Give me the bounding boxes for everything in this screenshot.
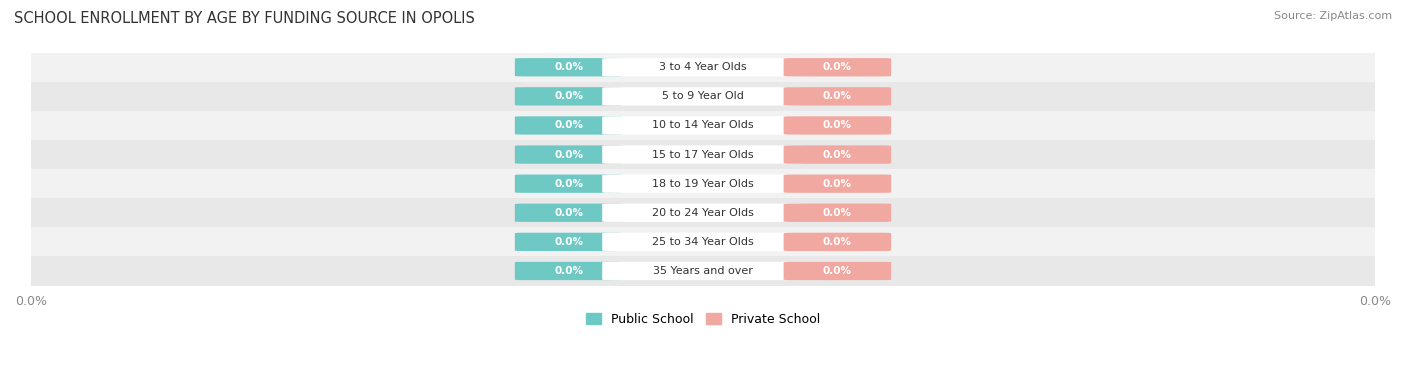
Text: Source: ZipAtlas.com: Source: ZipAtlas.com [1274,11,1392,21]
FancyBboxPatch shape [515,116,623,135]
Text: 10 to 14 Year Olds: 10 to 14 Year Olds [652,121,754,130]
Text: 0.0%: 0.0% [554,208,583,218]
Text: 0.0%: 0.0% [554,237,583,247]
Legend: Public School, Private School: Public School, Private School [581,308,825,331]
Text: 25 to 34 Year Olds: 25 to 34 Year Olds [652,237,754,247]
Text: 0.0%: 0.0% [554,150,583,159]
FancyBboxPatch shape [515,175,623,193]
Text: 0.0%: 0.0% [554,62,583,72]
FancyBboxPatch shape [515,233,623,251]
FancyBboxPatch shape [515,146,623,164]
Bar [31,256,1375,285]
FancyBboxPatch shape [783,233,891,251]
Bar [31,140,1375,169]
Text: 0.0%: 0.0% [823,266,852,276]
Text: 0.0%: 0.0% [823,150,852,159]
FancyBboxPatch shape [602,116,804,135]
FancyBboxPatch shape [783,146,891,164]
FancyBboxPatch shape [602,175,804,193]
FancyBboxPatch shape [515,58,623,77]
Text: 0.0%: 0.0% [554,121,583,130]
Bar [31,82,1375,111]
Text: 18 to 19 Year Olds: 18 to 19 Year Olds [652,179,754,188]
Text: 20 to 24 Year Olds: 20 to 24 Year Olds [652,208,754,218]
Text: 35 Years and over: 35 Years and over [652,266,754,276]
FancyBboxPatch shape [783,87,891,106]
Text: 0.0%: 0.0% [823,179,852,188]
Bar [31,53,1375,82]
Text: 0.0%: 0.0% [823,237,852,247]
FancyBboxPatch shape [602,87,804,106]
Text: 5 to 9 Year Old: 5 to 9 Year Old [662,91,744,101]
FancyBboxPatch shape [602,146,804,164]
FancyBboxPatch shape [602,233,804,251]
FancyBboxPatch shape [515,87,623,106]
Text: 0.0%: 0.0% [823,208,852,218]
Text: 3 to 4 Year Olds: 3 to 4 Year Olds [659,62,747,72]
FancyBboxPatch shape [602,58,804,77]
Text: 0.0%: 0.0% [554,266,583,276]
Bar [31,227,1375,256]
FancyBboxPatch shape [783,262,891,280]
FancyBboxPatch shape [783,204,891,222]
FancyBboxPatch shape [783,58,891,77]
Bar [31,169,1375,198]
Text: SCHOOL ENROLLMENT BY AGE BY FUNDING SOURCE IN OPOLIS: SCHOOL ENROLLMENT BY AGE BY FUNDING SOUR… [14,11,475,26]
Bar [31,198,1375,227]
FancyBboxPatch shape [783,116,891,135]
Text: 0.0%: 0.0% [554,179,583,188]
FancyBboxPatch shape [515,204,623,222]
FancyBboxPatch shape [515,262,623,280]
FancyBboxPatch shape [602,204,804,222]
Text: 0.0%: 0.0% [823,91,852,101]
Text: 0.0%: 0.0% [823,121,852,130]
FancyBboxPatch shape [783,175,891,193]
Text: 15 to 17 Year Olds: 15 to 17 Year Olds [652,150,754,159]
Bar [31,111,1375,140]
Text: 0.0%: 0.0% [823,62,852,72]
FancyBboxPatch shape [602,262,804,280]
Text: 0.0%: 0.0% [554,91,583,101]
